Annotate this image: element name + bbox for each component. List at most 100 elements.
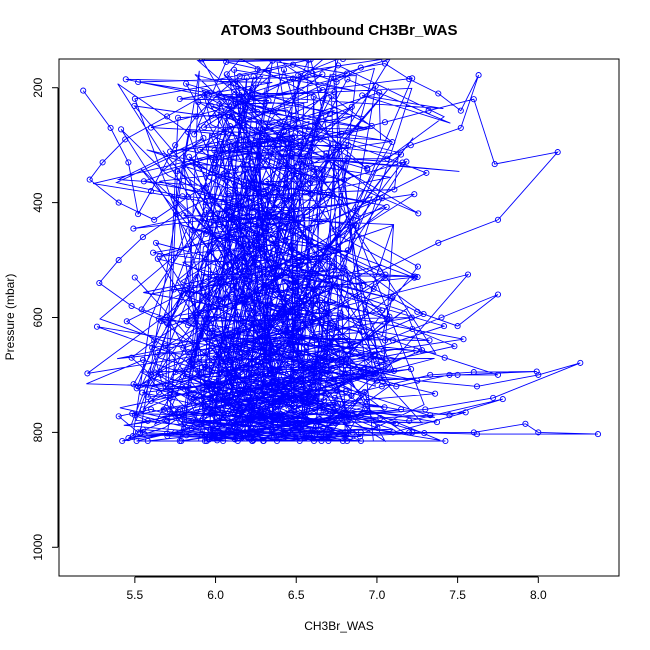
data-point bbox=[191, 131, 198, 138]
data-point bbox=[188, 417, 195, 424]
data-point bbox=[265, 97, 272, 104]
data-point bbox=[207, 193, 214, 200]
data-point bbox=[204, 400, 211, 407]
data-point bbox=[244, 433, 251, 440]
data-point bbox=[247, 217, 254, 225]
data-point bbox=[201, 437, 209, 445]
data-point bbox=[269, 270, 276, 278]
data-point bbox=[347, 343, 354, 350]
data-point bbox=[204, 90, 211, 97]
data-point bbox=[325, 343, 332, 350]
data-point bbox=[414, 308, 421, 315]
data-point bbox=[384, 364, 391, 371]
data-point bbox=[273, 243, 280, 250]
data-point bbox=[227, 123, 234, 130]
data-point bbox=[225, 111, 232, 118]
data-point bbox=[183, 80, 190, 87]
data-point bbox=[440, 323, 448, 330]
data-point bbox=[274, 400, 281, 408]
data-point bbox=[284, 298, 291, 305]
data-point bbox=[231, 66, 238, 73]
data-point bbox=[376, 89, 383, 96]
data-point bbox=[269, 108, 276, 115]
data-point bbox=[252, 254, 259, 261]
data-point bbox=[118, 126, 125, 133]
data-point bbox=[342, 388, 349, 395]
data-point bbox=[310, 166, 317, 173]
data-point bbox=[151, 216, 158, 223]
data-point bbox=[306, 126, 313, 133]
data-point bbox=[249, 291, 256, 298]
data-point bbox=[261, 246, 268, 253]
data-point bbox=[139, 389, 146, 396]
data-point bbox=[189, 227, 196, 234]
data-point bbox=[154, 349, 161, 356]
data-point bbox=[238, 89, 245, 96]
data-point bbox=[373, 360, 380, 367]
data-point bbox=[306, 179, 314, 187]
data-point bbox=[415, 210, 422, 217]
data-point bbox=[310, 437, 318, 445]
data-point bbox=[179, 193, 186, 200]
data-point bbox=[144, 417, 151, 424]
data-point bbox=[299, 397, 306, 404]
data-point bbox=[225, 427, 232, 434]
data-point bbox=[135, 383, 142, 390]
data-point bbox=[281, 128, 288, 135]
data-point bbox=[383, 203, 390, 211]
data-point bbox=[414, 263, 421, 270]
data-point bbox=[253, 204, 260, 211]
data-point bbox=[84, 370, 91, 377]
data-point bbox=[192, 356, 199, 364]
data-point bbox=[326, 311, 333, 318]
data-point bbox=[131, 95, 138, 102]
data-point bbox=[228, 291, 235, 298]
data-point bbox=[261, 379, 268, 386]
data-point bbox=[494, 371, 502, 378]
data-point bbox=[202, 364, 209, 371]
data-point bbox=[317, 297, 324, 304]
data-point bbox=[80, 87, 87, 94]
data-point bbox=[167, 394, 174, 401]
data-point bbox=[271, 413, 278, 420]
data-point bbox=[535, 429, 542, 436]
x-tick-label: 7.5 bbox=[449, 588, 466, 602]
data-point bbox=[284, 196, 291, 203]
data-point bbox=[287, 141, 294, 148]
data-point bbox=[233, 147, 240, 154]
data-point bbox=[325, 437, 332, 445]
data-point bbox=[180, 345, 187, 352]
data-point bbox=[265, 353, 272, 360]
data-point bbox=[260, 437, 267, 445]
data-point bbox=[122, 76, 129, 83]
data-point bbox=[282, 390, 289, 397]
data-point bbox=[457, 124, 464, 131]
data-point bbox=[435, 239, 442, 246]
data-point bbox=[460, 336, 467, 343]
x-axis-label: CH3Br_WAS bbox=[304, 619, 374, 633]
data-point bbox=[128, 302, 135, 310]
data-point bbox=[291, 356, 298, 363]
data-point bbox=[362, 308, 369, 315]
data-point bbox=[409, 429, 416, 436]
data-point bbox=[418, 347, 426, 354]
data-point bbox=[473, 431, 481, 438]
data-point bbox=[215, 394, 222, 401]
data-point bbox=[390, 429, 397, 436]
data-point bbox=[435, 90, 442, 97]
data-point bbox=[341, 432, 348, 439]
data-point bbox=[382, 271, 389, 278]
data-point bbox=[119, 437, 126, 445]
data-point bbox=[378, 195, 386, 202]
data-point bbox=[296, 142, 303, 149]
data-point bbox=[131, 274, 138, 281]
data-point bbox=[236, 73, 243, 80]
data-point bbox=[441, 354, 448, 361]
data-point bbox=[214, 210, 221, 217]
data-point bbox=[462, 409, 469, 416]
data-point bbox=[389, 139, 396, 146]
data-point bbox=[331, 226, 338, 233]
data-point bbox=[180, 212, 187, 219]
data-point bbox=[209, 327, 216, 334]
data-point bbox=[381, 404, 388, 411]
